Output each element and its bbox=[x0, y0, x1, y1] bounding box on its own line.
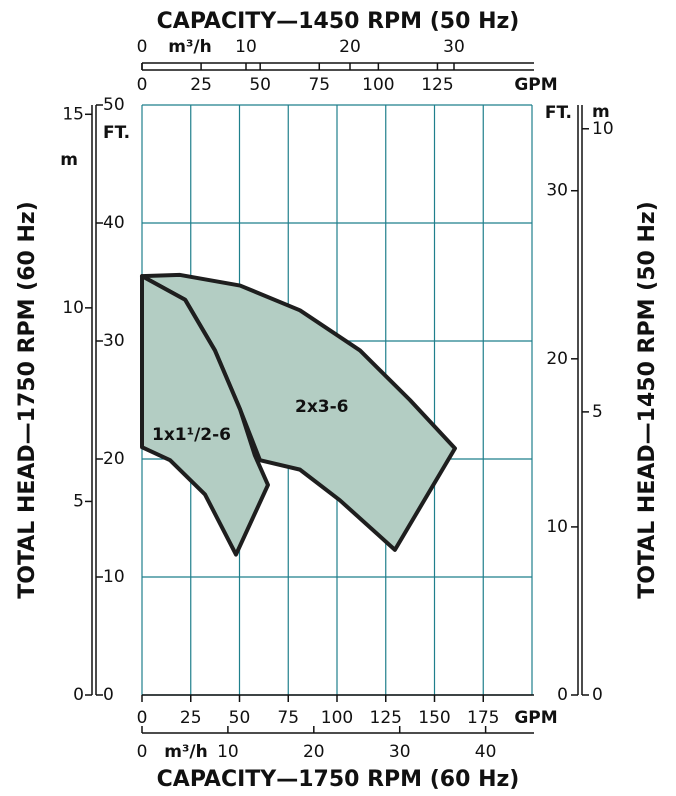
tick-label: 20 bbox=[303, 742, 325, 762]
tick-label: 10 bbox=[217, 742, 239, 762]
axis-unit: FT. bbox=[545, 103, 572, 123]
series-label: 1x1¹/2-6 bbox=[152, 425, 231, 445]
tick-label: 5 bbox=[73, 491, 84, 511]
tick-label: 30 bbox=[103, 331, 125, 351]
tick-label: 150 bbox=[418, 708, 450, 728]
tick-label: 40 bbox=[475, 742, 497, 762]
tick-label: 15 bbox=[62, 104, 84, 124]
tick-label: 125 bbox=[370, 708, 402, 728]
tick-label: 50 bbox=[103, 95, 125, 115]
axis-unit: m bbox=[60, 150, 78, 170]
tick-label: 10 bbox=[103, 567, 125, 587]
tick-label: 0 bbox=[557, 685, 568, 705]
tick-label: 100 bbox=[362, 75, 394, 95]
tick-label: 10 bbox=[235, 37, 257, 57]
tick-label: 175 bbox=[467, 708, 499, 728]
tick-label: 0 bbox=[137, 75, 148, 95]
region bbox=[140, 274, 270, 557]
top-title: CAPACITY—1450 RPM (50 Hz) bbox=[157, 9, 520, 34]
tick-label: 30 bbox=[389, 742, 411, 762]
tick-label: 75 bbox=[277, 708, 299, 728]
tick-label: 0 bbox=[137, 742, 148, 762]
tick-label: 40 bbox=[103, 213, 125, 233]
tick-label: 50 bbox=[249, 75, 271, 95]
left-title: TOTAL HEAD—1750 RPM (60 Hz) bbox=[15, 201, 40, 599]
bottom-title: CAPACITY—1750 RPM (60 Hz) bbox=[157, 767, 520, 792]
axis-unit: GPM bbox=[514, 708, 557, 728]
right-title: TOTAL HEAD—1450 RPM (50 Hz) bbox=[635, 201, 660, 599]
axis-unit: m³/h bbox=[164, 742, 207, 762]
tick-label: 30 bbox=[443, 37, 465, 57]
tick-label: 0 bbox=[73, 685, 84, 705]
tick-label: 10 bbox=[546, 517, 568, 537]
tick-label: 75 bbox=[308, 75, 330, 95]
tick-label: 10 bbox=[592, 119, 614, 139]
tick-label: 20 bbox=[339, 37, 361, 57]
tick-label: 25 bbox=[180, 708, 202, 728]
axis-unit: m bbox=[592, 102, 610, 122]
tick-label: 20 bbox=[546, 349, 568, 369]
axis-unit: m³/h bbox=[168, 37, 211, 57]
tick-label: 125 bbox=[421, 75, 453, 95]
tick-label: 0 bbox=[137, 37, 148, 57]
tick-label: 0 bbox=[592, 685, 603, 705]
tick-label: 0 bbox=[103, 685, 114, 705]
tick-label: 5 bbox=[592, 402, 603, 422]
tick-label: 50 bbox=[229, 708, 251, 728]
tick-label: 10 bbox=[62, 298, 84, 318]
tick-label: 30 bbox=[546, 181, 568, 201]
tick-label: 20 bbox=[103, 449, 125, 469]
tick-label: 25 bbox=[190, 75, 212, 95]
tick-label: 0 bbox=[137, 708, 148, 728]
tick-label: 100 bbox=[321, 708, 353, 728]
axis-unit: FT. bbox=[103, 123, 130, 143]
axis-unit: GPM bbox=[514, 75, 557, 95]
series-label: 2x3-6 bbox=[295, 397, 349, 417]
